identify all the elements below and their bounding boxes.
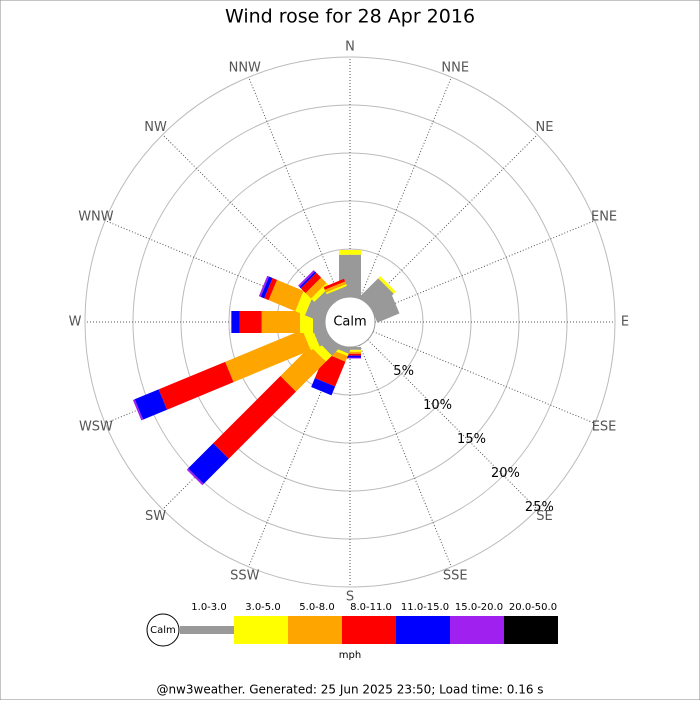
wind-bar <box>231 311 240 333</box>
legend-label: 3.0-5.0 <box>245 602 280 613</box>
legend-label: 5.0-8.0 <box>299 602 334 613</box>
direction-label: WNW <box>78 209 114 224</box>
wind-bar <box>268 279 304 312</box>
r-tick-label: 25% <box>525 500 554 515</box>
wind-bar <box>324 281 347 293</box>
direction-label: ENE <box>591 209 617 224</box>
wind-bar <box>298 270 315 287</box>
spoke <box>359 76 452 300</box>
direction-label: E <box>621 315 629 330</box>
direction-label: WSW <box>79 420 113 435</box>
wind-bar <box>325 284 347 295</box>
wind-bar <box>339 249 361 255</box>
calm-circle <box>324 296 376 348</box>
legend-swatch <box>396 616 450 644</box>
spoke <box>367 134 538 305</box>
direction-label: NE <box>535 120 553 135</box>
direction-label: SE <box>536 509 552 524</box>
wind-bar <box>132 399 144 421</box>
legend-label: 15.0-20.0 <box>455 602 503 613</box>
footer: @nw3weather. Generated: 25 Jun 2025 23:5… <box>156 683 543 697</box>
legend-calm-label: Calm <box>150 625 176 636</box>
r-tick-label: 5% <box>393 364 414 379</box>
direction-label: N <box>345 40 355 55</box>
spoke <box>367 339 538 510</box>
legend-label: 20.0-50.0 <box>509 602 557 613</box>
direction-label: SSW <box>230 569 260 584</box>
wind-bar <box>260 276 273 299</box>
r-tick-label: 15% <box>457 432 486 447</box>
direction-label: SW <box>145 509 166 524</box>
legend-swatch <box>288 616 342 644</box>
wind-bar <box>368 293 400 323</box>
wind-bar <box>305 277 327 299</box>
legend-label: 11.0-15.0 <box>401 602 449 613</box>
wind-bar <box>378 276 396 294</box>
spoke <box>359 344 452 568</box>
r-tick-label: 20% <box>491 466 520 481</box>
wind-bar <box>225 329 311 383</box>
direction-label: ESE <box>592 420 617 435</box>
legend-swatch <box>504 616 558 644</box>
legend-swatch <box>180 626 234 634</box>
legend-swatch <box>450 616 504 644</box>
grid-ring <box>84 56 616 588</box>
wind-bar <box>158 361 234 410</box>
direction-label: S <box>346 590 354 605</box>
wind-bar <box>261 311 301 333</box>
wind-bar <box>311 378 336 396</box>
legend-label: 1.0-3.0 <box>191 602 226 613</box>
wind-bar <box>239 311 262 333</box>
calm-label: Calm <box>333 315 366 330</box>
spoke <box>372 220 596 313</box>
wind-bar <box>264 278 278 301</box>
wind-bar <box>186 468 204 486</box>
chart-title: Wind rose for 28 Apr 2016 <box>225 6 475 28</box>
wind-bar <box>230 311 232 333</box>
legend-calm <box>146 613 180 647</box>
direction-label: NNE <box>441 60 469 75</box>
direction-label: W <box>69 315 82 330</box>
spoke <box>162 134 333 305</box>
legend-swatch <box>234 616 288 644</box>
wind-bar <box>134 389 168 420</box>
wind-bar <box>188 443 229 484</box>
direction-label: NW <box>144 120 167 135</box>
spoke <box>248 76 341 300</box>
wind-bar <box>280 346 326 392</box>
legend-label: 8.0-11.0 <box>350 602 392 613</box>
direction-label: NNW <box>229 60 261 75</box>
r-tick-label: 10% <box>423 398 452 413</box>
legend-unit: mph <box>339 650 361 661</box>
wind-bar <box>323 278 346 290</box>
wind-bar <box>299 271 317 289</box>
wind-bar <box>359 278 394 313</box>
spoke <box>372 331 596 424</box>
legend-swatch <box>342 616 396 644</box>
wind-bar <box>326 285 351 304</box>
wind-bar <box>300 272 322 294</box>
wind-bar <box>213 376 296 459</box>
direction-label: SSE <box>443 569 468 584</box>
wind-bar <box>295 290 314 316</box>
wind-bar <box>258 275 270 297</box>
